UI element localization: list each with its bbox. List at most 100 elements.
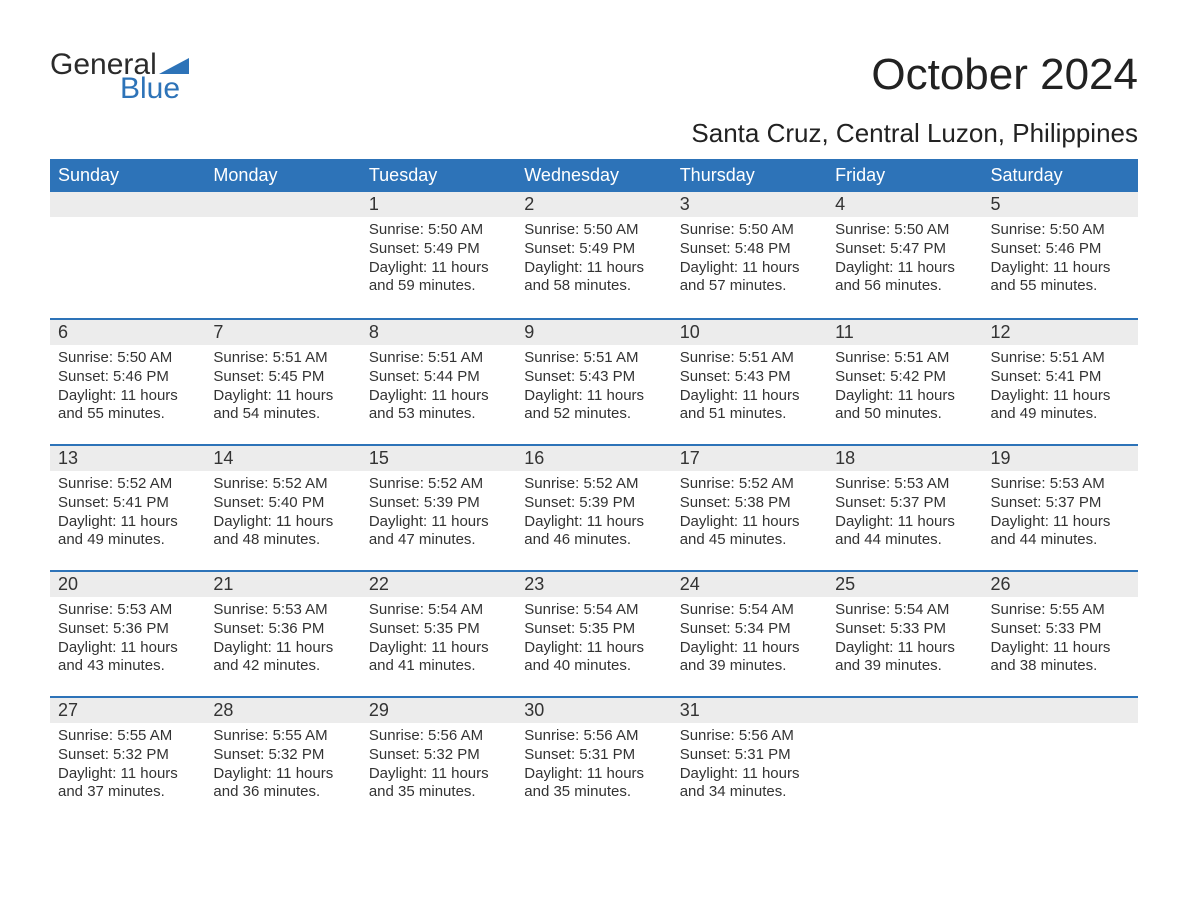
sunrise-text: Sunrise: 5:53 AM xyxy=(58,601,197,620)
day-body: Sunrise: 5:51 AMSunset: 5:42 PMDaylight:… xyxy=(827,345,982,430)
daylight-text-1: Daylight: 11 hours xyxy=(369,639,508,658)
daylight-text-2: and 39 minutes. xyxy=(680,657,819,676)
daylight-text-2: and 44 minutes. xyxy=(991,531,1130,550)
daylight-text-2: and 57 minutes. xyxy=(680,277,819,296)
day-body: Sunrise: 5:50 AMSunset: 5:47 PMDaylight:… xyxy=(827,217,982,302)
daylight-text-2: and 54 minutes. xyxy=(213,405,352,424)
daylight-text-1: Daylight: 11 hours xyxy=(524,513,663,532)
weekday-header: Tuesday xyxy=(361,159,516,192)
sunrise-text: Sunrise: 5:55 AM xyxy=(991,601,1130,620)
calendar-week: 6Sunrise: 5:50 AMSunset: 5:46 PMDaylight… xyxy=(50,318,1138,444)
day-body: Sunrise: 5:51 AMSunset: 5:41 PMDaylight:… xyxy=(983,345,1138,430)
sunrise-text: Sunrise: 5:50 AM xyxy=(835,221,974,240)
calendar-cell: 10Sunrise: 5:51 AMSunset: 5:43 PMDayligh… xyxy=(672,318,827,444)
day-number: 6 xyxy=(50,318,205,345)
daylight-text-2: and 51 minutes. xyxy=(680,405,819,424)
sunset-text: Sunset: 5:39 PM xyxy=(369,494,508,513)
weekday-header: Monday xyxy=(205,159,360,192)
day-body: Sunrise: 5:51 AMSunset: 5:43 PMDaylight:… xyxy=(672,345,827,430)
daylight-text-1: Daylight: 11 hours xyxy=(835,639,974,658)
sunset-text: Sunset: 5:36 PM xyxy=(58,620,197,639)
calendar-week: 20Sunrise: 5:53 AMSunset: 5:36 PMDayligh… xyxy=(50,570,1138,696)
day-number: 26 xyxy=(983,570,1138,597)
day-body: Sunrise: 5:55 AMSunset: 5:32 PMDaylight:… xyxy=(50,723,205,808)
daylight-text-2: and 52 minutes. xyxy=(524,405,663,424)
daylight-text-2: and 34 minutes. xyxy=(680,783,819,802)
daylight-text-2: and 49 minutes. xyxy=(58,531,197,550)
day-body: Sunrise: 5:55 AMSunset: 5:33 PMDaylight:… xyxy=(983,597,1138,682)
daylight-text-2: and 40 minutes. xyxy=(524,657,663,676)
daylight-text-2: and 43 minutes. xyxy=(58,657,197,676)
calendar-cell: 21Sunrise: 5:53 AMSunset: 5:36 PMDayligh… xyxy=(205,570,360,696)
sunrise-text: Sunrise: 5:51 AM xyxy=(524,349,663,368)
sunset-text: Sunset: 5:49 PM xyxy=(369,240,508,259)
calendar-head: SundayMondayTuesdayWednesdayThursdayFrid… xyxy=(50,159,1138,192)
calendar-cell: 29Sunrise: 5:56 AMSunset: 5:32 PMDayligh… xyxy=(361,696,516,822)
title-block: October 2024 Santa Cruz, Central Luzon, … xyxy=(691,50,1138,149)
sunrise-text: Sunrise: 5:50 AM xyxy=(524,221,663,240)
day-number: 21 xyxy=(205,570,360,597)
daylight-text-1: Daylight: 11 hours xyxy=(369,513,508,532)
calendar-cell: 11Sunrise: 5:51 AMSunset: 5:42 PMDayligh… xyxy=(827,318,982,444)
logo-flag-icon xyxy=(159,50,189,72)
sunset-text: Sunset: 5:39 PM xyxy=(524,494,663,513)
daylight-text-2: and 44 minutes. xyxy=(835,531,974,550)
day-number: 27 xyxy=(50,696,205,723)
sunset-text: Sunset: 5:41 PM xyxy=(991,368,1130,387)
sunset-text: Sunset: 5:44 PM xyxy=(369,368,508,387)
day-body: Sunrise: 5:52 AMSunset: 5:41 PMDaylight:… xyxy=(50,471,205,556)
day-number: 7 xyxy=(205,318,360,345)
sunrise-text: Sunrise: 5:51 AM xyxy=(991,349,1130,368)
day-number: 5 xyxy=(983,192,1138,217)
daylight-text-1: Daylight: 11 hours xyxy=(680,387,819,406)
daylight-text-1: Daylight: 11 hours xyxy=(680,765,819,784)
sunset-text: Sunset: 5:37 PM xyxy=(835,494,974,513)
month-title: October 2024 xyxy=(691,50,1138,100)
calendar-cell xyxy=(827,696,982,822)
sunset-text: Sunset: 5:35 PM xyxy=(524,620,663,639)
calendar-cell: 8Sunrise: 5:51 AMSunset: 5:44 PMDaylight… xyxy=(361,318,516,444)
daylight-text-1: Daylight: 11 hours xyxy=(835,259,974,278)
daylight-text-2: and 55 minutes. xyxy=(991,277,1130,296)
sunrise-text: Sunrise: 5:52 AM xyxy=(369,475,508,494)
day-body: Sunrise: 5:54 AMSunset: 5:35 PMDaylight:… xyxy=(516,597,671,682)
sunrise-text: Sunrise: 5:54 AM xyxy=(524,601,663,620)
calendar-table: SundayMondayTuesdayWednesdayThursdayFrid… xyxy=(50,159,1138,822)
sunset-text: Sunset: 5:43 PM xyxy=(524,368,663,387)
sunrise-text: Sunrise: 5:52 AM xyxy=(524,475,663,494)
day-number xyxy=(50,192,205,217)
calendar-cell: 22Sunrise: 5:54 AMSunset: 5:35 PMDayligh… xyxy=(361,570,516,696)
calendar-cell: 13Sunrise: 5:52 AMSunset: 5:41 PMDayligh… xyxy=(50,444,205,570)
calendar-cell: 24Sunrise: 5:54 AMSunset: 5:34 PMDayligh… xyxy=(672,570,827,696)
daylight-text-2: and 46 minutes. xyxy=(524,531,663,550)
sunset-text: Sunset: 5:47 PM xyxy=(835,240,974,259)
day-number: 19 xyxy=(983,444,1138,471)
daylight-text-2: and 48 minutes. xyxy=(213,531,352,550)
sunset-text: Sunset: 5:38 PM xyxy=(680,494,819,513)
calendar-cell: 25Sunrise: 5:54 AMSunset: 5:33 PMDayligh… xyxy=(827,570,982,696)
sunrise-text: Sunrise: 5:51 AM xyxy=(369,349,508,368)
day-body: Sunrise: 5:50 AMSunset: 5:48 PMDaylight:… xyxy=(672,217,827,302)
daylight-text-2: and 39 minutes. xyxy=(835,657,974,676)
calendar-week: 27Sunrise: 5:55 AMSunset: 5:32 PMDayligh… xyxy=(50,696,1138,822)
daylight-text-1: Daylight: 11 hours xyxy=(213,639,352,658)
sunset-text: Sunset: 5:45 PM xyxy=(213,368,352,387)
sunrise-text: Sunrise: 5:53 AM xyxy=(835,475,974,494)
sunrise-text: Sunrise: 5:54 AM xyxy=(835,601,974,620)
weekday-row: SundayMondayTuesdayWednesdayThursdayFrid… xyxy=(50,159,1138,192)
sunrise-text: Sunrise: 5:56 AM xyxy=(369,727,508,746)
sunrise-text: Sunrise: 5:50 AM xyxy=(680,221,819,240)
sunrise-text: Sunrise: 5:51 AM xyxy=(680,349,819,368)
calendar-cell: 27Sunrise: 5:55 AMSunset: 5:32 PMDayligh… xyxy=(50,696,205,822)
sunset-text: Sunset: 5:36 PM xyxy=(213,620,352,639)
day-body: Sunrise: 5:52 AMSunset: 5:40 PMDaylight:… xyxy=(205,471,360,556)
day-number: 9 xyxy=(516,318,671,345)
day-number xyxy=(205,192,360,217)
sunrise-text: Sunrise: 5:51 AM xyxy=(213,349,352,368)
weekday-header: Sunday xyxy=(50,159,205,192)
daylight-text-1: Daylight: 11 hours xyxy=(213,513,352,532)
daylight-text-1: Daylight: 11 hours xyxy=(991,259,1130,278)
day-body: Sunrise: 5:53 AMSunset: 5:36 PMDaylight:… xyxy=(205,597,360,682)
daylight-text-2: and 45 minutes. xyxy=(680,531,819,550)
sunset-text: Sunset: 5:33 PM xyxy=(991,620,1130,639)
